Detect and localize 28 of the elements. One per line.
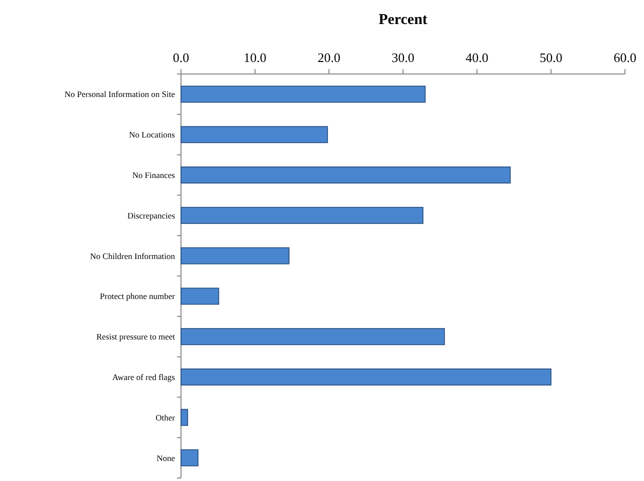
x-tick-label: 60.0 [614,50,636,65]
bar [180,86,426,103]
y-tick-label: No Locations [128,130,175,140]
bar [180,206,424,224]
x-tick-label: 0.0 [172,50,190,65]
bar [180,126,328,144]
y-tick-label: Resist pressure to meet [96,332,176,342]
y-tick-label: Protect phone number [100,291,176,302]
bar [180,247,290,264]
x-tick-label: 10.0 [244,50,266,65]
x-axis-title: Percent [378,12,428,28]
bar [180,328,445,346]
y-tick-label: No Personal Information on Site [64,89,176,100]
y-tick-label: Aware of red flags [112,372,175,382]
y-tick-label: None [156,452,176,463]
x-tick-label: 30.0 [392,50,414,65]
y-tick-label: Discrepancies [127,210,175,220]
y-tick-label: No Finances [132,170,175,180]
bar [180,449,198,466]
bar [180,166,511,184]
x-tick-label: 50.0 [540,50,562,65]
y-tick-label: No Children Information [90,250,176,261]
y-tick-label: Other [156,412,176,422]
x-tick-label: 40.0 [466,50,488,65]
x-tick-label: 20.0 [318,50,340,65]
bar [180,288,220,305]
bar [180,368,552,386]
bar [180,408,188,426]
